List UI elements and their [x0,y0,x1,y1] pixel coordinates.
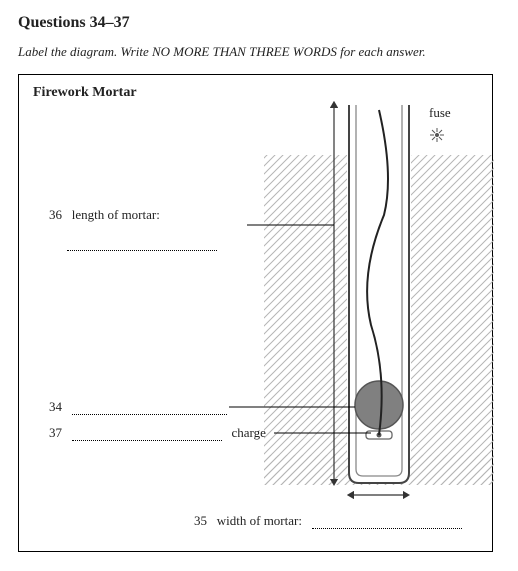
q36-blank-row [67,235,217,251]
question-heading: Questions 34–37 [18,14,500,32]
diagram-container: Firework Mortar [18,74,493,552]
q35-blank[interactable] [312,517,462,529]
label-36-row: 36 length of mortar: [49,207,160,223]
instruction-text: Label the diagram. Write NO MORE THAN TH… [18,44,500,60]
q36-number: 36 [49,207,62,222]
q36-text: length of mortar: [72,207,160,222]
shell-ball [355,381,403,429]
q36-blank[interactable] [67,239,217,251]
label-35-row: 35 width of mortar: [194,513,462,529]
q34-number: 34 [49,399,62,414]
q35-number: 35 [194,513,207,528]
diagram-svg [19,75,494,553]
q37-number: 37 [49,425,62,440]
hatch-right [411,155,494,485]
spark-icon [430,128,444,142]
q34-blank[interactable] [72,403,227,415]
label-fuse: fuse [429,105,451,121]
label-34-row: 34 [49,399,227,415]
q37-blank[interactable] [72,429,222,441]
q37-suffix: charge [232,425,266,440]
q35-text: width of mortar: [217,513,302,528]
label-37-row: 37 charge [49,425,266,441]
